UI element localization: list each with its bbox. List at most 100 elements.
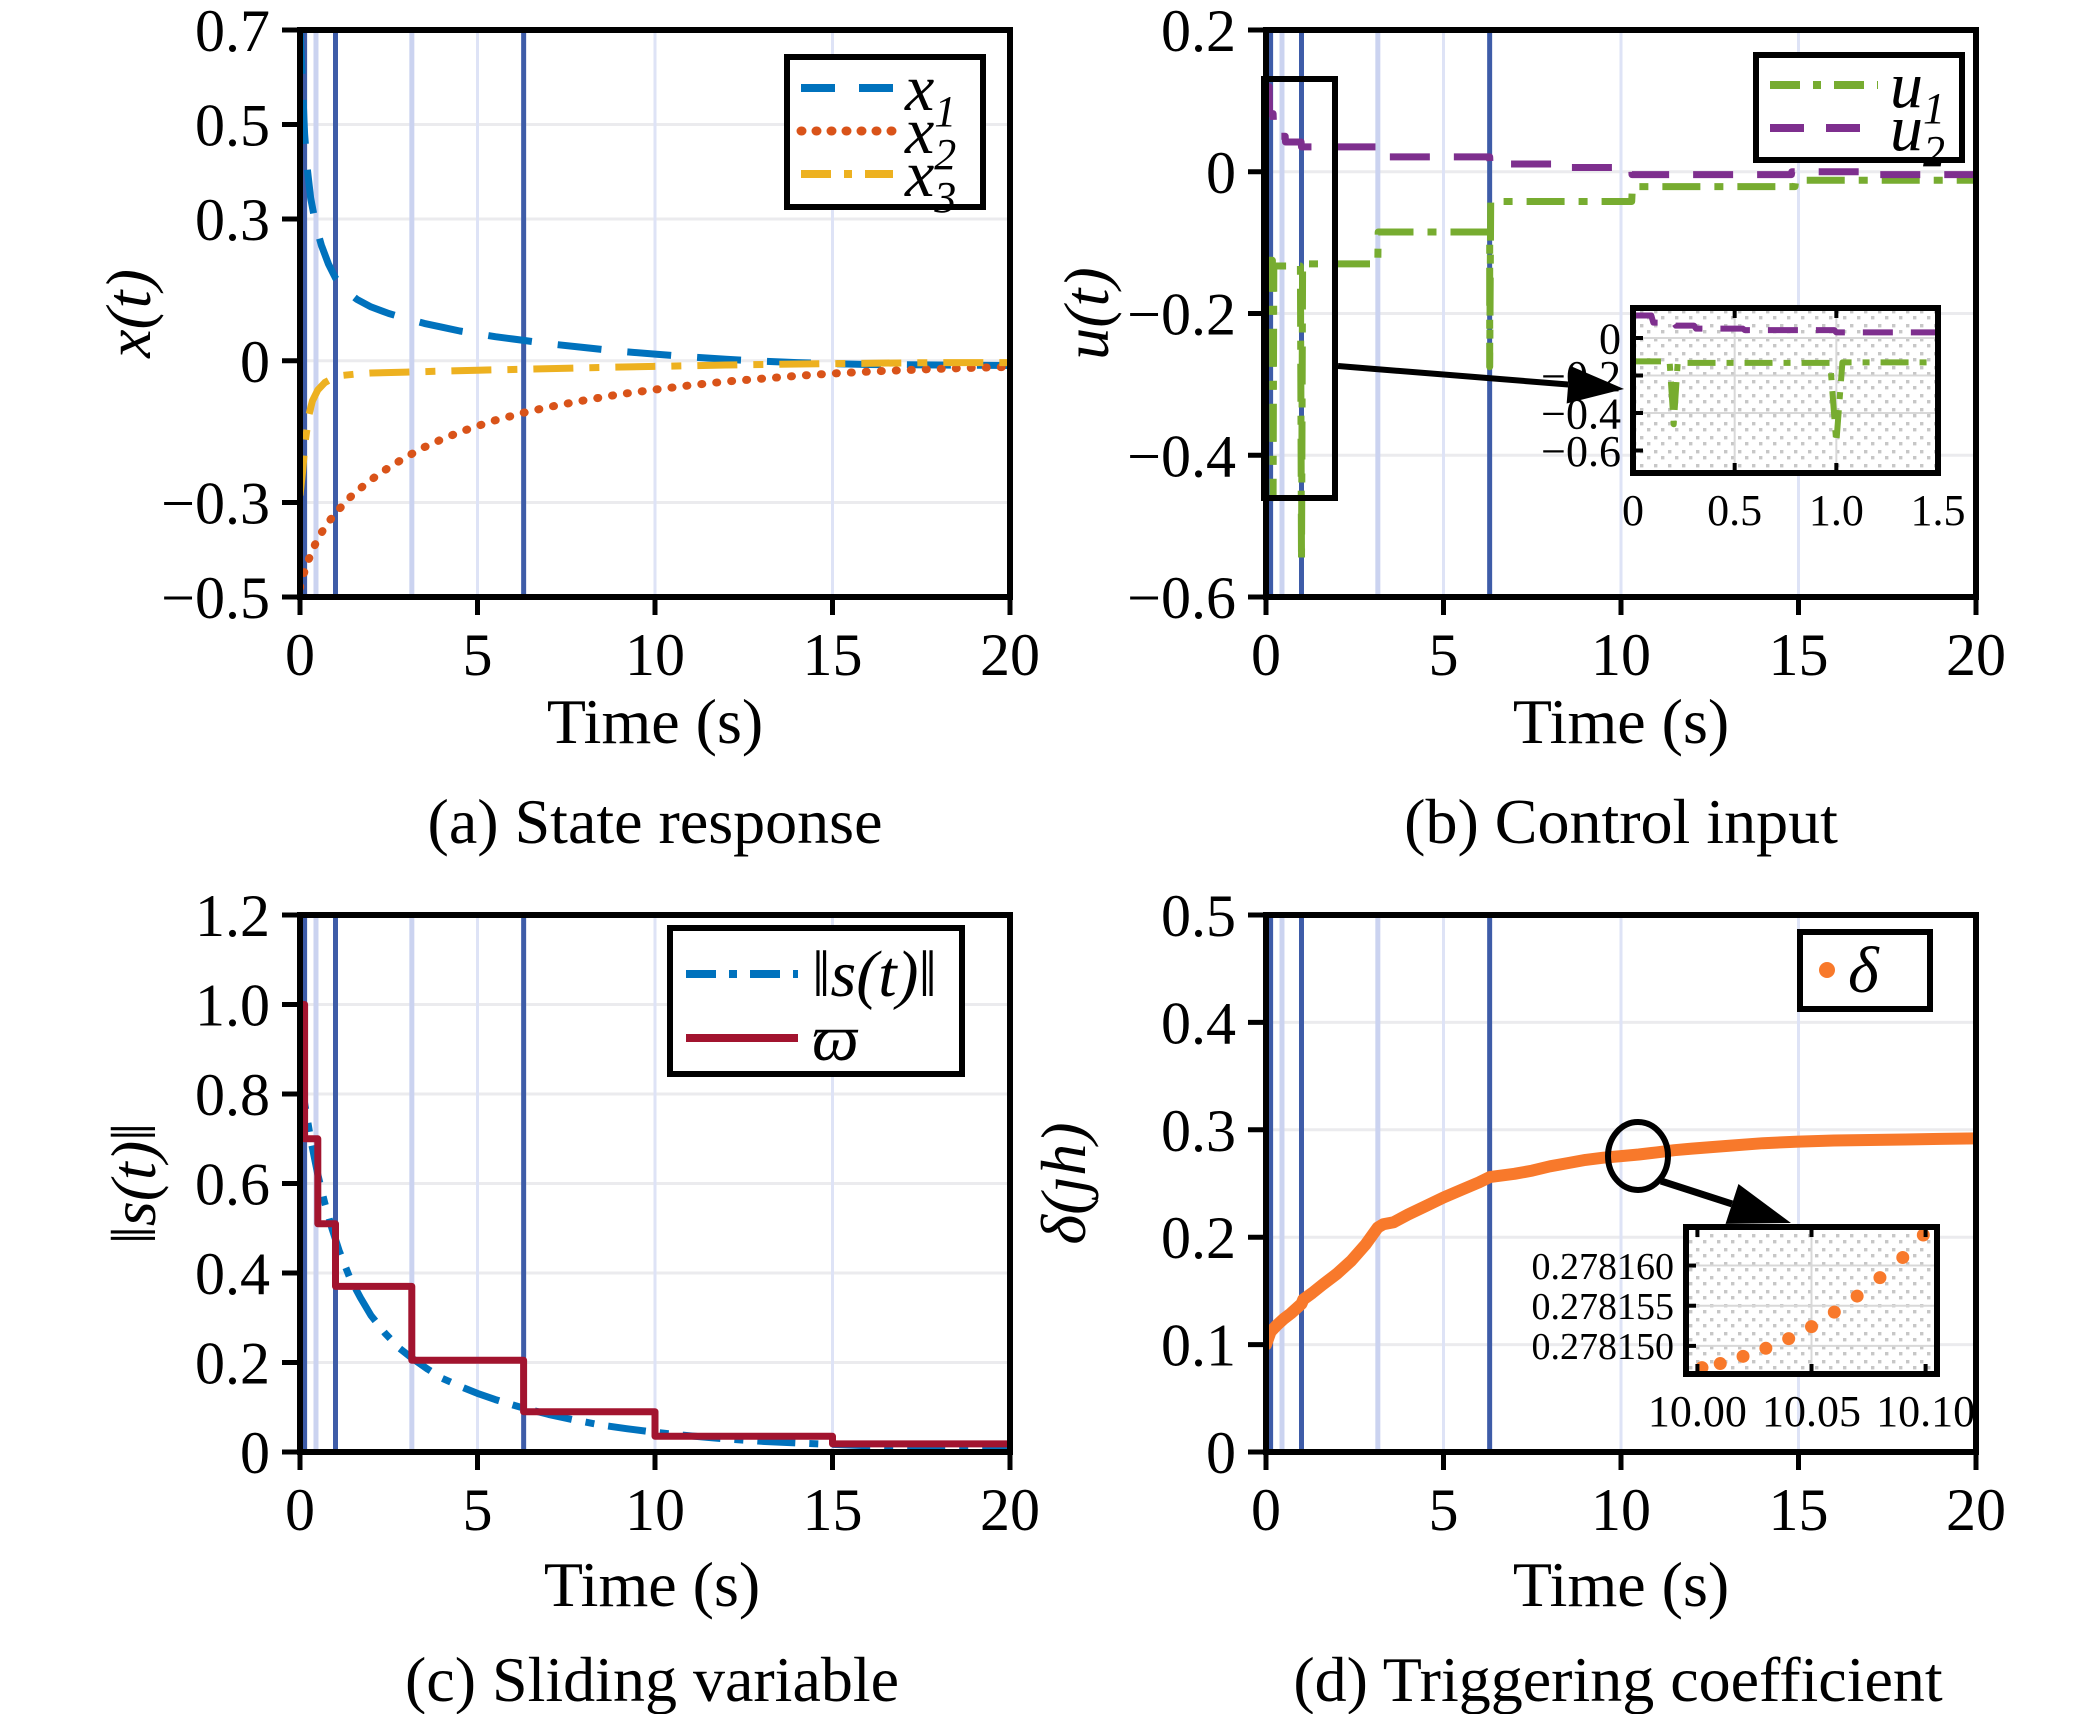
ylabel-d: δ(ȷh)	[1028, 1122, 1099, 1244]
inset-xtick-label: 10.05	[1762, 1387, 1861, 1436]
y-tick-label: −0.2	[1127, 282, 1236, 348]
y-tick-label: 0.2	[1161, 1205, 1236, 1271]
inset-ytick-label: 0	[1599, 314, 1621, 363]
y-tick-label: 0	[1206, 1420, 1236, 1486]
legend-label: u1	[1890, 49, 1945, 133]
y-tick-label: 0.8	[195, 1062, 270, 1128]
y-tick-label: 0.3	[1161, 1098, 1236, 1164]
y-tick-label: 0.2	[195, 1331, 270, 1397]
x-tick-label: 0	[1251, 622, 1281, 688]
x-tick-label: 15	[1769, 1477, 1829, 1543]
series-u1-inset	[1633, 358, 1938, 446]
x-tick-label: 10	[625, 1477, 685, 1543]
y-tick-label: 1.2	[195, 883, 270, 949]
y-tick-label: 0.4	[195, 1241, 270, 1307]
zoom-arrow-head	[1725, 1183, 1791, 1224]
xlabel-b: Time (s)	[1512, 686, 1730, 757]
series-x1	[300, 30, 1010, 369]
y-tick-label: 0.5	[1161, 883, 1236, 949]
x-tick-label: 20	[980, 1477, 1040, 1543]
y-tick-label: 0	[240, 329, 270, 395]
caption-a: (a) State response	[427, 786, 883, 857]
legend-label: ϖ	[812, 1002, 859, 1075]
legend-c: ‖s(t)‖ϖ	[667, 925, 965, 1077]
caption-b: (b) Control input	[1404, 786, 1838, 857]
series-u1	[1266, 176, 1976, 566]
x-tick-label: 5	[463, 622, 493, 688]
zoom-arrow	[1659, 1177, 1734, 1208]
x-tick-label: 10	[1591, 1477, 1651, 1543]
y-tick-label: 0.4	[1161, 990, 1236, 1056]
ylabel-a: x(t)	[93, 269, 164, 359]
xlabel-c: Time (s)	[543, 1549, 761, 1620]
inset-ytick-label: 0.278150	[1532, 1326, 1675, 1368]
inset-border	[1630, 305, 1941, 476]
legend-box	[667, 925, 965, 1077]
inset-ytick-label: −0.2	[1541, 352, 1621, 401]
inset-ytick-label: −0.4	[1541, 389, 1621, 438]
x-tick-label: 20	[1946, 1477, 2006, 1543]
series-delta	[1266, 1132, 1976, 1351]
inset-xtick-label: 1.0	[1809, 486, 1864, 535]
y-tick-label: 0.6	[195, 1152, 270, 1218]
legend-label: ‖s(t)‖	[812, 938, 937, 1011]
inset-ytick-label: 0.278160	[1532, 1246, 1675, 1288]
legend-swatch	[1819, 962, 1835, 978]
y-tick-label: 0.7	[195, 0, 270, 64]
x-tick-label: 15	[803, 622, 863, 688]
y-tick-label: 0.3	[195, 187, 270, 253]
y-tick-label: 0.5	[195, 93, 270, 159]
x-tick-label: 5	[463, 1477, 493, 1543]
inset-ytick-label: −0.6	[1541, 427, 1621, 476]
series-x2	[300, 362, 1010, 592]
y-tick-label: 0.2	[1161, 0, 1236, 64]
y-tick-label: 0	[1206, 140, 1236, 206]
x-tick-label: 20	[980, 622, 1040, 688]
ylabel-b: u(t)	[1051, 267, 1122, 359]
caption-c: (c) Sliding variable	[404, 1644, 900, 1714]
x-tick-label: 0	[1251, 1477, 1281, 1543]
series-u2-inset	[1633, 312, 1938, 336]
x-tick-label: 0	[285, 1477, 315, 1543]
x-tick-label: 10	[625, 622, 685, 688]
inset-ytick-label: 0.278155	[1532, 1286, 1675, 1328]
legend-label: δ	[1848, 934, 1880, 1007]
inset-xtick-label: 0.5	[1707, 486, 1762, 535]
x-tick-label: 5	[1429, 1477, 1459, 1543]
y-tick-label: −0.5	[161, 565, 270, 631]
subplot-c: 0 5 10 15 201.21.00.80.60.40.20‖s(t)‖‖s(t)‖ϖ	[98, 883, 1040, 1543]
x-tick-label: 15	[1769, 622, 1829, 688]
x-tick-label: 15	[803, 1477, 863, 1543]
inset-b: 0 0.5 1.0 1.50−0.2−0.4−0.6	[1541, 305, 1966, 535]
zoom-region-circle	[1605, 1119, 1671, 1193]
y-tick-label: 0	[240, 1420, 270, 1486]
zoom-region-rect	[1261, 76, 1338, 501]
inset-texture	[1633, 308, 1938, 473]
legend-box	[1753, 52, 1965, 163]
zoom-arrow	[1337, 363, 1569, 388]
inset-xtick-label: 10.00	[1648, 1387, 1747, 1436]
legend-d: δ	[1797, 929, 1933, 1012]
y-tick-label: 0.1	[1161, 1313, 1236, 1379]
inset-xtick-label: 0	[1622, 486, 1644, 535]
series-x3	[300, 359, 1010, 496]
zoom-arrow-head	[1566, 365, 1624, 404]
y-tick-label: −0.6	[1127, 565, 1236, 631]
y-tick-label: −0.4	[1127, 423, 1236, 489]
x-tick-label: 0	[285, 622, 315, 688]
subplot-b: 0 5 10 15 200.20−0.2−0.4−0.6u(t)0 0.5 1.0 1.50−…	[1051, 0, 2006, 688]
xlabel-d: Time (s)	[1512, 1549, 1730, 1620]
inset-xtick-label: 1.5	[1911, 486, 1966, 535]
caption-d: (d) Triggering coefficient	[1293, 1644, 1943, 1714]
inset-xtick-label: 10.10	[1876, 1387, 1975, 1436]
y-tick-label: −0.3	[161, 471, 270, 537]
ylabel-c: ‖s(t)‖	[98, 1123, 169, 1244]
x-tick-label: 20	[1946, 622, 2006, 688]
x-tick-label: 5	[1429, 622, 1459, 688]
x-tick-label: 10	[1591, 622, 1651, 688]
